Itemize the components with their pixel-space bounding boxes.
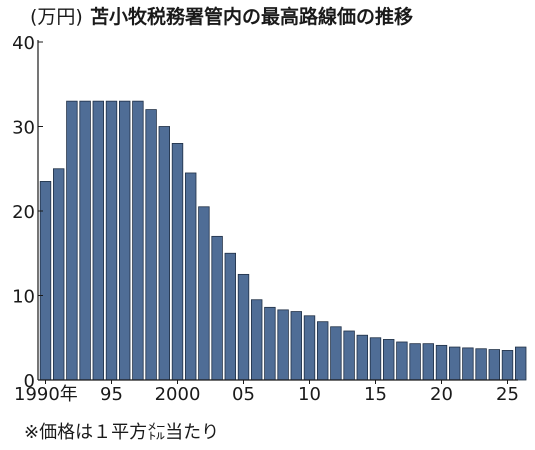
bar [171,142,184,381]
x-axis: 1990年 95 2000 05 10 15 20 25 [14,379,519,405]
bar [356,334,369,381]
bar [303,315,316,381]
bar [515,346,527,381]
x-tick-label: 95 [100,384,123,405]
bar [422,343,435,381]
bar [488,349,501,381]
bar [158,126,171,381]
bar [369,337,382,381]
x-tick-label: 20 [430,384,453,405]
bar [79,100,91,381]
bar [343,330,355,381]
bar [66,100,78,381]
bar [92,100,105,381]
x-tick-label: 2000 [155,384,201,405]
x-tick-label: 25 [496,384,519,405]
bar [264,306,276,381]
y-tick-label: 10 [12,287,35,308]
bar [396,341,408,381]
footnote: ※価格は１平方㍍当たり [24,422,220,443]
bar [184,172,197,381]
x-tick-label: 05 [232,384,255,405]
bar [409,343,421,381]
y-tick-label: 20 [12,202,35,223]
bar [330,326,342,381]
bar [53,168,65,381]
bar [250,299,263,381]
bar [382,339,395,381]
bar [290,311,303,381]
y-tick-label: 30 [12,118,35,139]
bar [448,346,461,381]
bar [224,252,237,381]
bar [119,100,131,381]
chart-title: 苫小牧税務署管内の最高路線価の推移 [90,6,414,28]
bar [198,206,210,381]
y-tick-label: 40 [12,33,35,54]
bar [316,321,329,381]
x-tick-label: 10 [298,384,321,405]
bar [277,309,289,381]
y-tick-label: 0 [24,371,35,392]
bar [462,347,474,381]
bar [501,350,514,381]
y-axis: 0 10 20 30 40 [12,33,43,392]
bars-group [39,100,527,381]
bar [435,344,448,381]
x-tick-label: 1990年 [14,384,78,405]
bar [105,100,118,381]
unit-label: (万円) [30,6,83,28]
bar [237,273,250,381]
bar [475,348,487,381]
bar [132,100,144,381]
x-tick-label: 15 [364,384,387,405]
bar [145,109,157,381]
bar [211,235,223,381]
